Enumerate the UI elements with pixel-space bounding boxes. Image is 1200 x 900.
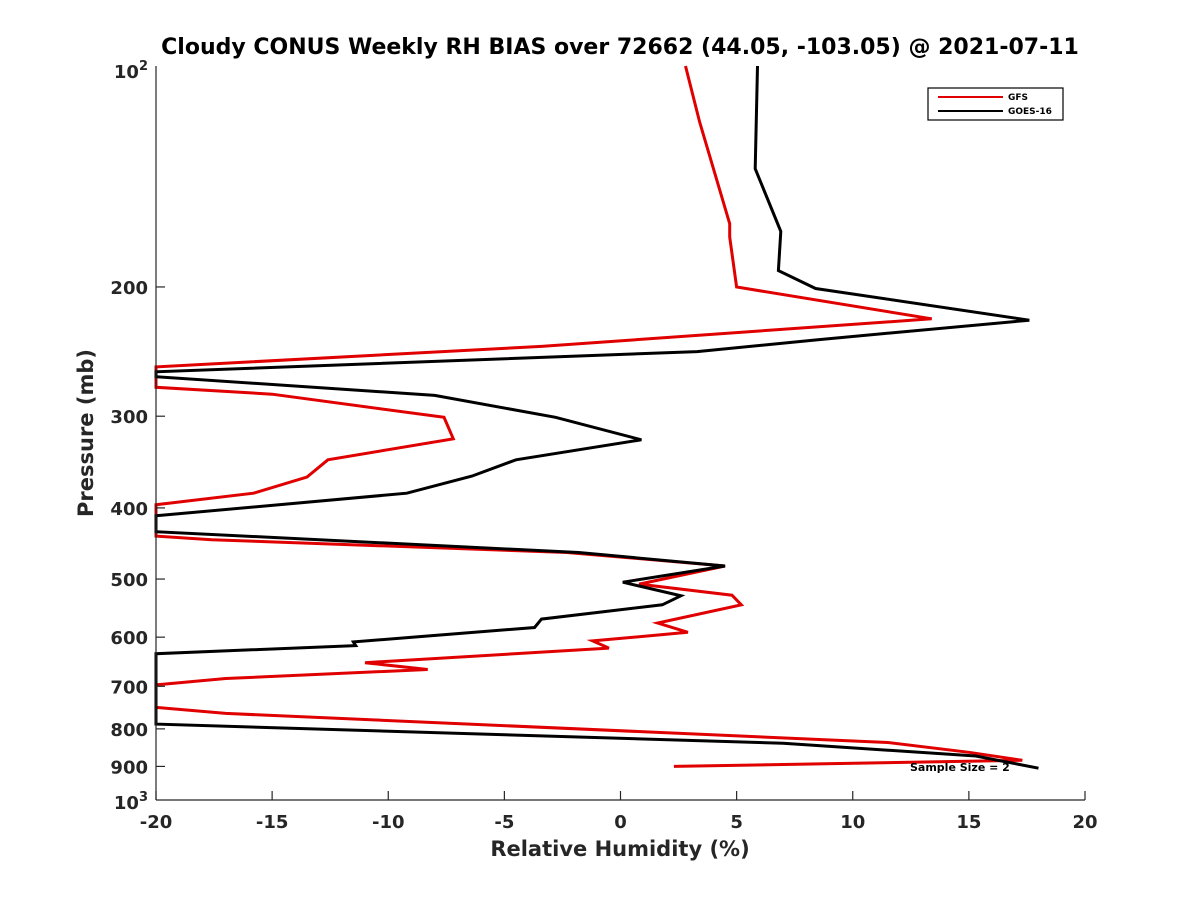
x-tick-label: -15 — [256, 812, 289, 833]
y-tick-label: 300 — [110, 407, 148, 428]
x-axis-label: Relative Humidity (%) — [490, 837, 749, 861]
chart-title: Cloudy CONUS Weekly RH BIAS over 72662 (… — [161, 35, 1079, 60]
legend: GFS GOES-16 — [927, 87, 1064, 121]
x-tick-label: -20 — [140, 812, 173, 833]
sample-size-annotation: Sample Size = 2 — [910, 761, 1010, 774]
x-tick-label: 5 — [730, 812, 743, 833]
legend-label-gfs: GFS — [1008, 93, 1028, 103]
y-axis-label: Pressure (mb) — [74, 349, 98, 517]
y-tick-label: 700 — [110, 677, 148, 698]
legend-box — [927, 87, 1064, 121]
x-tick-label: -5 — [494, 812, 514, 833]
y-tick-label: 600 — [110, 628, 148, 649]
y-tick-label: 200 — [110, 278, 148, 299]
legend-label-goes16: GOES-16 — [1008, 107, 1052, 117]
y-tick-label: 400 — [110, 499, 148, 520]
y-tick-label: 500 — [110, 570, 148, 591]
x-tick-label: -10 — [372, 812, 405, 833]
x-axis-ticks: -20 -15 -10 -5 0 5 10 15 20 — [140, 791, 1098, 833]
x-tick-label: 20 — [1072, 812, 1097, 833]
y-tick-label: 900 — [110, 757, 148, 778]
x-tick-label: 15 — [956, 812, 981, 833]
x-tick-label: 10 — [840, 812, 865, 833]
y-tick-label: 800 — [110, 720, 148, 741]
series-line-goes16 — [154, 65, 1039, 770]
x-tick-label: 0 — [614, 812, 627, 833]
